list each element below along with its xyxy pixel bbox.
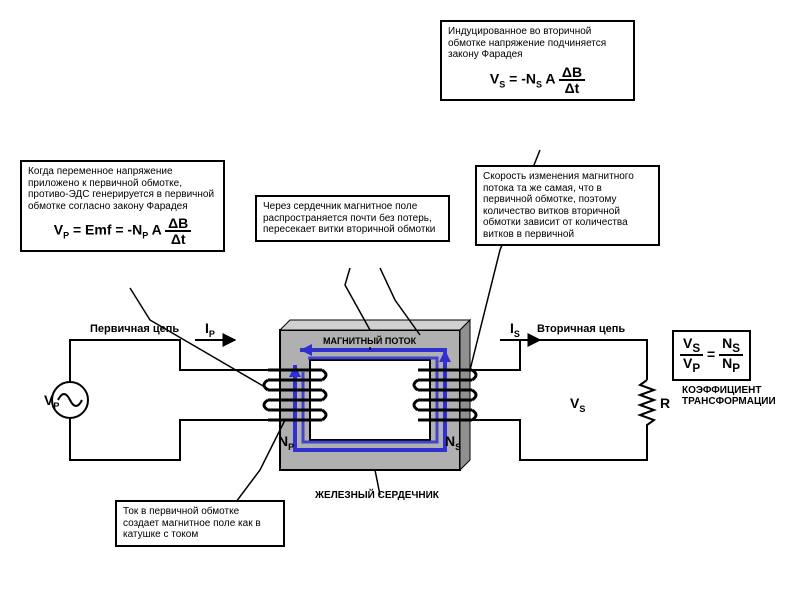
- symbol-vp: VP: [44, 392, 59, 411]
- label-primary-circuit: Первичная цепь: [90, 323, 179, 335]
- callout-text: Индуцированное во вторичной обмотке напр…: [448, 26, 606, 60]
- symbol-is: IS: [510, 320, 520, 339]
- symbol-ns: NS: [445, 433, 461, 452]
- primary-circuit-wires: [52, 340, 268, 460]
- symbol-ip: IP: [205, 320, 215, 339]
- callout-primary-faraday: Когда переменное напряжение приложено к …: [20, 160, 225, 252]
- label-magnetic-flux: МАГНИТНЫЙ ПОТОК: [320, 335, 419, 347]
- callout-primary-current: Ток в первичной обмотке создает магнитно…: [115, 500, 285, 547]
- symbol-np: NP: [278, 433, 294, 452]
- label-secondary-circuit: Вторичная цепь: [537, 323, 625, 335]
- diagram-canvas: { "colors": { "bg": "#ffffff", "border":…: [0, 0, 800, 600]
- callout-text: Ток в первичной обмотке создает магнитно…: [123, 506, 261, 540]
- symbol-vs: VS: [570, 395, 585, 414]
- formula-vs: VS = -NS A ΔBΔt: [448, 65, 627, 95]
- label-ratio-title: КОЭФФИЦИЕНТ ТРАНСФОРМАЦИИ: [682, 385, 792, 407]
- callout-text: Скорость изменения магнитного потока та …: [483, 171, 634, 240]
- callout-secondary-faraday: Индуцированное во вторичной обмотке напр…: [440, 20, 635, 101]
- callout-core-flux: Через сердечник магнитное поле распростр…: [255, 195, 450, 242]
- secondary-winding: [414, 370, 476, 420]
- primary-winding: [264, 370, 326, 420]
- ratio-box: VSVP = NSNP: [672, 330, 751, 381]
- callout-flux-rate: Скорость изменения магнитного потока та …: [475, 165, 660, 246]
- symbol-r: R: [660, 395, 670, 411]
- magnetic-flux: [289, 344, 451, 450]
- callout-text: Когда переменное напряжение приложено к …: [28, 166, 214, 212]
- label-iron-core: ЖЕЛЕЗНЫЙ СЕРДЕЧНИК: [315, 490, 439, 501]
- secondary-circuit-wires: [472, 340, 654, 460]
- formula-vp: VP = Emf = -NP A ΔBΔt: [28, 216, 217, 246]
- callout-text: Через сердечник магнитное поле распростр…: [263, 201, 435, 235]
